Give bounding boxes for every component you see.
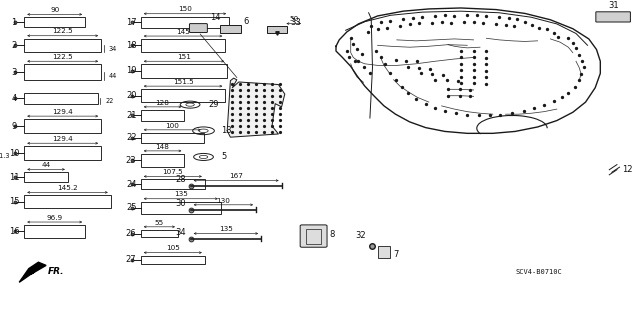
Text: 122.5: 122.5 (52, 28, 73, 34)
Bar (267, 26, 287, 33)
FancyBboxPatch shape (300, 225, 327, 247)
Bar (141, 202, 221, 214)
Text: 8: 8 (330, 230, 335, 239)
Text: 7: 7 (394, 250, 399, 259)
Text: 4: 4 (12, 94, 17, 103)
Bar (24, 225, 85, 238)
Bar (24, 195, 111, 208)
Text: 34: 34 (175, 228, 186, 237)
Text: 5: 5 (221, 152, 227, 161)
Text: 33: 33 (290, 18, 301, 27)
Text: FR.: FR. (48, 267, 65, 276)
Text: 34: 34 (109, 46, 117, 52)
Bar (141, 154, 184, 167)
Text: 31: 31 (608, 1, 618, 10)
Text: 145: 145 (176, 29, 190, 35)
Bar (141, 256, 205, 264)
FancyBboxPatch shape (220, 25, 241, 33)
Bar (141, 89, 225, 102)
Text: 10: 10 (9, 149, 19, 158)
Text: 44: 44 (109, 73, 117, 79)
Text: 50: 50 (289, 16, 298, 22)
Text: 135: 135 (174, 191, 188, 197)
Text: 55: 55 (155, 219, 164, 226)
Text: 122.5: 122.5 (52, 54, 73, 60)
FancyBboxPatch shape (189, 24, 207, 33)
Text: 12: 12 (622, 165, 632, 174)
Text: 11.3: 11.3 (0, 152, 10, 159)
Text: 96.9: 96.9 (47, 215, 63, 221)
Bar (141, 179, 205, 189)
Bar (24, 172, 68, 182)
FancyBboxPatch shape (596, 12, 630, 22)
Bar (378, 246, 390, 258)
Text: 22: 22 (126, 133, 136, 142)
Text: 1: 1 (12, 18, 17, 27)
Bar (24, 93, 98, 104)
Text: SCV4-B0710C: SCV4-B0710C (515, 269, 563, 275)
Bar (141, 110, 184, 121)
Text: 2: 2 (12, 41, 17, 50)
Bar (24, 39, 101, 52)
Bar (141, 64, 227, 78)
Text: 21: 21 (126, 111, 136, 120)
Bar (141, 17, 229, 28)
Bar (24, 64, 101, 80)
Text: 3: 3 (12, 68, 17, 77)
Text: 32: 32 (356, 231, 366, 240)
Text: 17: 17 (126, 18, 136, 27)
Text: 11: 11 (9, 173, 19, 182)
Text: 148: 148 (156, 144, 170, 150)
Bar (24, 119, 101, 133)
Text: 167: 167 (229, 173, 243, 179)
Text: 145.2: 145.2 (57, 185, 78, 191)
Text: 151.5: 151.5 (173, 79, 193, 85)
Text: 22: 22 (106, 98, 114, 104)
Text: 6: 6 (243, 17, 248, 26)
Bar (141, 133, 204, 143)
Text: 26: 26 (126, 229, 136, 238)
Text: 14: 14 (210, 13, 220, 22)
Bar (141, 230, 178, 237)
Text: 150: 150 (178, 6, 192, 12)
Text: 13: 13 (221, 126, 232, 135)
Bar (24, 17, 85, 27)
Text: 19: 19 (126, 66, 136, 75)
Text: 90: 90 (50, 7, 60, 13)
Text: 30: 30 (175, 199, 186, 208)
Text: 25: 25 (126, 204, 136, 212)
Text: 28: 28 (175, 175, 186, 184)
Text: 18: 18 (126, 41, 136, 50)
Text: 23: 23 (126, 156, 136, 165)
Text: 15: 15 (9, 197, 19, 206)
Bar (141, 39, 225, 52)
Text: 20: 20 (126, 91, 136, 100)
Bar (24, 146, 101, 160)
Text: 9: 9 (12, 122, 17, 130)
Text: 29: 29 (208, 100, 218, 109)
Text: 24: 24 (126, 180, 136, 189)
Text: 27: 27 (126, 256, 136, 264)
Text: 151: 151 (177, 54, 191, 60)
Polygon shape (19, 262, 46, 282)
Text: 105: 105 (166, 245, 180, 251)
Text: 100: 100 (165, 122, 179, 129)
Text: 44: 44 (42, 162, 51, 168)
Text: 135: 135 (219, 226, 233, 232)
Text: 129.4: 129.4 (52, 136, 73, 142)
Text: 130: 130 (216, 197, 230, 204)
Text: 107.5: 107.5 (163, 169, 183, 175)
Text: 128: 128 (156, 100, 170, 106)
Text: 129.4: 129.4 (52, 109, 73, 115)
Text: 16: 16 (9, 227, 19, 236)
Polygon shape (227, 78, 285, 137)
